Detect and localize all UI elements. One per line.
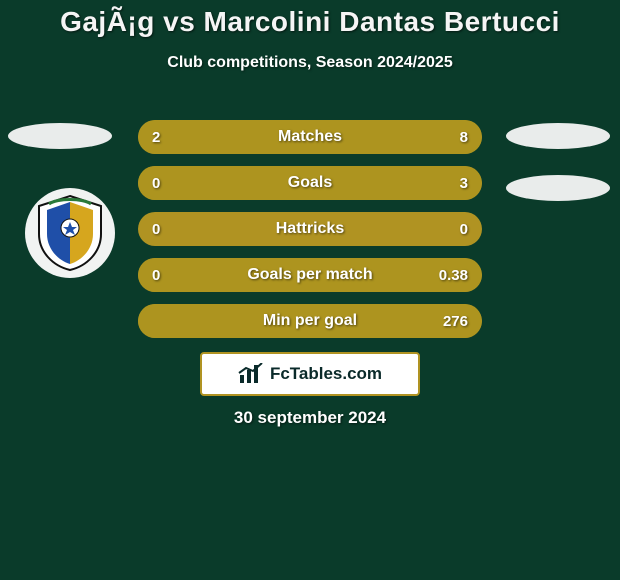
stat-value-left: 0 xyxy=(152,267,160,284)
stat-label: Hattricks xyxy=(276,220,344,238)
bar-chart-icon xyxy=(238,363,264,385)
player-photo-placeholder-right-1 xyxy=(506,123,610,149)
stat-value-right: 0.38 xyxy=(439,267,468,284)
stat-row: 0 Goals 3 xyxy=(138,166,482,200)
stat-value-right: 276 xyxy=(443,313,468,330)
comparison-infographic: GajÃ¡g vs Marcolini Dantas Bertucci Club… xyxy=(0,0,620,580)
stat-value-left: 0 xyxy=(152,221,160,238)
stat-row: 0 Hattricks 0 xyxy=(138,212,482,246)
stat-label: Min per goal xyxy=(263,312,357,330)
fctables-logo: FcTables.com xyxy=(200,352,420,396)
stat-label: Goals xyxy=(288,174,332,192)
stat-value-right: 3 xyxy=(460,175,468,192)
stat-row: 2 Matches 8 xyxy=(138,120,482,154)
page-title: GajÃ¡g vs Marcolini Dantas Bertucci xyxy=(0,0,620,38)
stat-row: Min per goal 276 xyxy=(138,304,482,338)
shield-crest-icon xyxy=(35,194,105,272)
stat-fill-right xyxy=(207,120,482,154)
stat-label: Goals per match xyxy=(247,266,372,284)
stat-value-right: 0 xyxy=(460,221,468,238)
stat-value-left: 0 xyxy=(152,175,160,192)
player-photo-placeholder-right-2 xyxy=(506,175,610,201)
stat-value-right: 8 xyxy=(460,129,468,146)
infographic-date: 30 september 2024 xyxy=(0,408,620,428)
fctables-logo-text: FcTables.com xyxy=(270,364,382,384)
stat-rows: 2 Matches 8 0 Goals 3 0 Hattricks 0 0 Goals per ma… xyxy=(138,120,482,350)
stat-row: 0 Goals per match 0.38 xyxy=(138,258,482,292)
club-crest-left xyxy=(25,188,115,278)
stat-label: Matches xyxy=(278,128,342,146)
page-subtitle: Club competitions, Season 2024/2025 xyxy=(0,54,620,72)
player-photo-placeholder-left-1 xyxy=(8,123,112,149)
stat-fill-left xyxy=(138,120,207,154)
stat-value-left: 2 xyxy=(152,129,160,146)
